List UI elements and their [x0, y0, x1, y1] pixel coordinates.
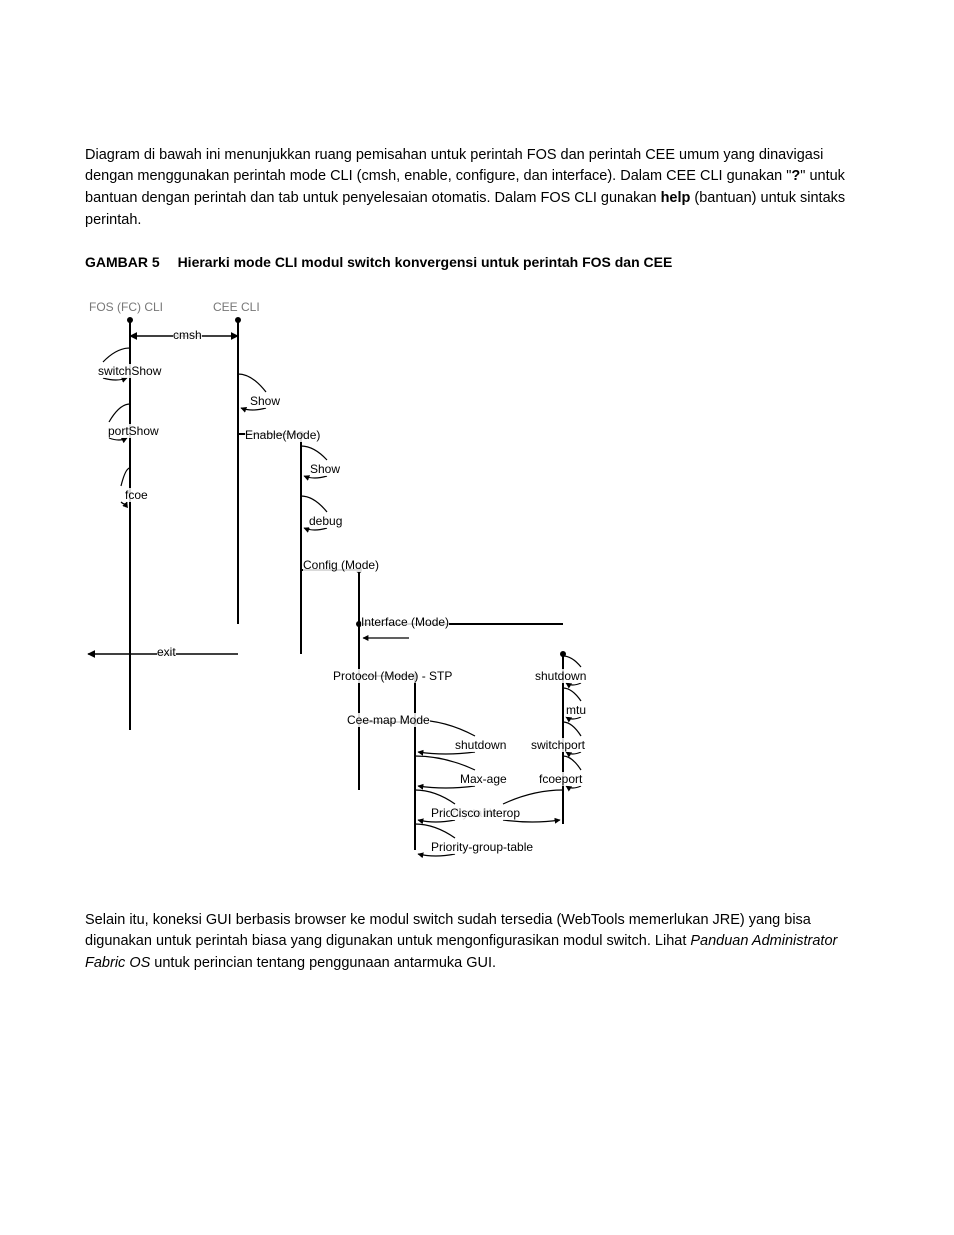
diagram-node-ceemap: Cee-map Mode: [347, 713, 430, 727]
diagram-node-show1: Show: [250, 394, 280, 408]
figure-title: Hierarki mode CLI modul switch konvergen…: [178, 254, 673, 270]
diagram-node-interface: Interface (Mode): [361, 615, 449, 629]
diagram-node-show2: Show: [310, 462, 340, 476]
diagram-node-portshow: portShow: [108, 424, 159, 438]
diagram-node-fcoeport: fcoeport: [539, 772, 582, 786]
intro-help: help: [661, 190, 691, 206]
outro-text-b: untuk perincian tentang penggunaan antar…: [150, 955, 496, 971]
figure-label: GAMBAR 5: [85, 254, 160, 270]
diagram-node-config: Config (Mode): [303, 558, 379, 572]
diagram-node-shutdown_r: shutdown: [535, 669, 586, 683]
diagram-node-maxage: Max-age: [460, 772, 507, 786]
document-page: Diagram di bawah ini menunjukkan ruang p…: [0, 0, 954, 1235]
diagram-node-cee_header: CEE CLI: [213, 300, 260, 314]
diagram-node-fos_header: FOS (FC) CLI: [89, 300, 163, 314]
diagram-node-switchshow: switchShow: [98, 364, 161, 378]
figure-caption: GAMBAR 5 Hierarki mode CLI modul switch …: [85, 254, 869, 270]
diagram-node-enable: Enable(Mode): [245, 428, 320, 442]
diagram-node-priority_group: Priority-group-table: [431, 840, 533, 854]
diagram-node-fcoe: fcoe: [125, 488, 148, 502]
intro-text-a: Diagram di bawah ini menunjukkan ruang p…: [85, 147, 823, 185]
intro-paragraph: Diagram di bawah ini menunjukkan ruang p…: [85, 145, 869, 232]
diagram-node-mtu: mtu: [566, 703, 586, 717]
outro-paragraph: Selain itu, koneksi GUI berbasis browser…: [85, 910, 869, 975]
diagram-node-switchport: switchport: [531, 738, 585, 752]
diagram-node-exit: exit: [157, 645, 176, 659]
diagram-lines: [85, 300, 645, 880]
diagram-node-cmsh: cmsh: [173, 328, 202, 342]
intro-question-mark: ?: [791, 168, 800, 184]
cli-hierarchy-diagram: FOS (FC) CLI CEE CLI cmsh switchShow Show por…: [85, 300, 869, 880]
diagram-node-shutdown_p: shutdown: [455, 738, 506, 752]
diagram-node-debug: debug: [309, 514, 342, 528]
diagram-node-cisco: Cisco interop: [450, 806, 520, 820]
diagram-node-protocol: Protocol (Mode) - STP: [333, 669, 452, 683]
